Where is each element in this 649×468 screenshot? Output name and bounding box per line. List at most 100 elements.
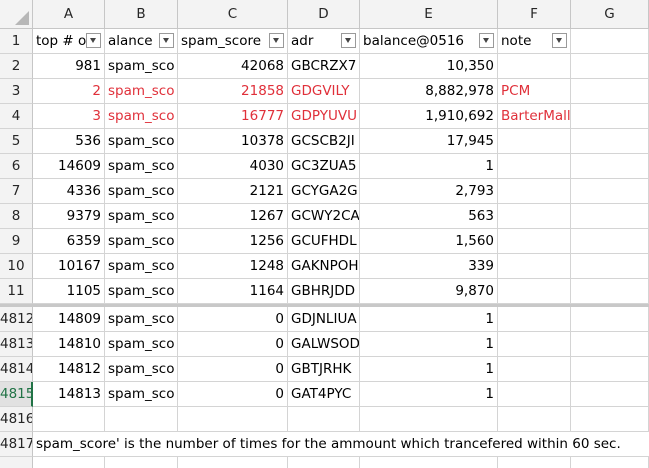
cell-f[interactable] [498, 204, 571, 229]
cell-b[interactable]: spam_sco [105, 154, 178, 179]
cell-g[interactable] [571, 54, 649, 79]
cell-c[interactable]: 1267 [178, 204, 288, 229]
cell-e[interactable]: 1 [360, 357, 498, 382]
cell-a[interactable]: 3 [33, 104, 105, 129]
row-header[interactable]: 4814 [0, 357, 33, 382]
cell-e[interactable]: 1,560 [360, 229, 498, 254]
cell-b[interactable]: spam_sco [105, 79, 178, 104]
cell-f[interactable] [498, 382, 571, 407]
row-header[interactable]: 6 [0, 154, 33, 179]
column-header-b[interactable]: B [105, 0, 178, 29]
cell-f[interactable] [498, 129, 571, 154]
cell-d[interactable]: GAKNPOH [288, 254, 360, 279]
cell-a[interactable] [33, 457, 105, 468]
filter-dropdown-icon[interactable] [552, 33, 567, 48]
cell-e[interactable]: 9,870 [360, 279, 498, 304]
column-header-f[interactable]: F [498, 0, 571, 29]
cell-a[interactable]: 536 [33, 129, 105, 154]
cell-f[interactable] [498, 179, 571, 204]
cell-a[interactable]: 14813 [33, 382, 105, 407]
filter-dropdown-icon[interactable] [341, 33, 356, 48]
row-header[interactable]: 7 [0, 179, 33, 204]
cell-c[interactable]: 42068 [178, 54, 288, 79]
cell-a[interactable]: 14809 [33, 307, 105, 332]
cell-c[interactable]: 21858 [178, 79, 288, 104]
cell-b[interactable]: spam_sco [105, 104, 178, 129]
header-cell-a[interactable]: top # of [33, 29, 105, 54]
cell-e[interactable]: 8,882,978 [360, 79, 498, 104]
cell-f[interactable] [498, 407, 571, 432]
header-cell-f[interactable]: note [498, 29, 571, 54]
row-header[interactable]: 9 [0, 229, 33, 254]
cell-d[interactable]: GCSCB2JI [288, 129, 360, 154]
column-header-a[interactable]: A [33, 0, 105, 29]
cell-d[interactable]: GDPYUVU [288, 104, 360, 129]
note-cell[interactable]: spam_score' is the number of times for t… [33, 432, 649, 457]
cell-d[interactable]: GCUFHDL [288, 229, 360, 254]
cell-c[interactable]: 0 [178, 332, 288, 357]
cell-f[interactable] [498, 254, 571, 279]
row-header[interactable]: 4813 [0, 332, 33, 357]
row-header[interactable]: 1 [0, 29, 33, 54]
header-cell-e[interactable]: balance@0516 [360, 29, 498, 54]
cell-g[interactable] [571, 332, 649, 357]
cell-e[interactable]: 2,793 [360, 179, 498, 204]
row-header[interactable]: 4815 [0, 382, 33, 407]
row-header[interactable]: 2 [0, 54, 33, 79]
cell-b[interactable] [105, 457, 178, 468]
cell-b[interactable]: spam_sco [105, 307, 178, 332]
cell-d[interactable]: GDGVILY [288, 79, 360, 104]
cell-g[interactable] [571, 104, 649, 129]
column-header-c[interactable]: C [178, 0, 288, 29]
cell-b[interactable] [105, 407, 178, 432]
cell-f[interactable] [498, 332, 571, 357]
cell-g[interactable] [571, 204, 649, 229]
cell-g[interactable] [571, 179, 649, 204]
header-cell-d[interactable]: adr [288, 29, 360, 54]
cell-f[interactable] [498, 307, 571, 332]
cell-c[interactable]: 16777 [178, 104, 288, 129]
cell-a[interactable]: 981 [33, 54, 105, 79]
cell-g[interactable] [571, 279, 649, 304]
row-header[interactable]: 4816 [0, 407, 33, 432]
cell-c[interactable]: 4030 [178, 154, 288, 179]
cell-g[interactable] [571, 79, 649, 104]
cell-g[interactable] [571, 307, 649, 332]
cell-e[interactable]: 1,910,692 [360, 104, 498, 129]
cell-e[interactable]: 1 [360, 307, 498, 332]
cell-f[interactable] [498, 54, 571, 79]
cell-f[interactable] [498, 357, 571, 382]
cell-a[interactable]: 2 [33, 79, 105, 104]
cell-g[interactable] [571, 407, 649, 432]
cell-d[interactable]: GBCRZX7 [288, 54, 360, 79]
cell-d[interactable]: GALWSOD [288, 332, 360, 357]
row-header[interactable]: 3 [0, 79, 33, 104]
cell-c[interactable]: 1256 [178, 229, 288, 254]
cell-g[interactable] [571, 382, 649, 407]
row-header[interactable]: 5 [0, 129, 33, 154]
cell-d[interactable]: GC3ZUA5 [288, 154, 360, 179]
cell-b[interactable]: spam_sco [105, 229, 178, 254]
cell-b[interactable]: spam_sco [105, 204, 178, 229]
cell-c[interactable]: 10378 [178, 129, 288, 154]
row-header[interactable]: 4 [0, 104, 33, 129]
cell-e[interactable]: 563 [360, 204, 498, 229]
header-cell-b[interactable]: alance [105, 29, 178, 54]
row-header[interactable]: 10 [0, 254, 33, 279]
cell-a[interactable]: 10167 [33, 254, 105, 279]
cell-d[interactable] [288, 407, 360, 432]
cell-a[interactable]: 4336 [33, 179, 105, 204]
cell-d[interactable]: GAT4PYC [288, 382, 360, 407]
column-header-g[interactable]: G [571, 0, 649, 29]
cell-e[interactable]: 339 [360, 254, 498, 279]
cell-c[interactable]: 0 [178, 357, 288, 382]
row-header[interactable]: 11 [0, 279, 33, 304]
cell-f[interactable] [498, 229, 571, 254]
row-header[interactable]: 4817 [0, 432, 33, 457]
filter-dropdown-icon[interactable] [86, 33, 101, 48]
cell-b[interactable]: spam_sco [105, 357, 178, 382]
cell-c[interactable] [178, 457, 288, 468]
cell-a[interactable]: 14812 [33, 357, 105, 382]
cell-g[interactable] [571, 29, 649, 54]
column-header-d[interactable]: D [288, 0, 360, 29]
